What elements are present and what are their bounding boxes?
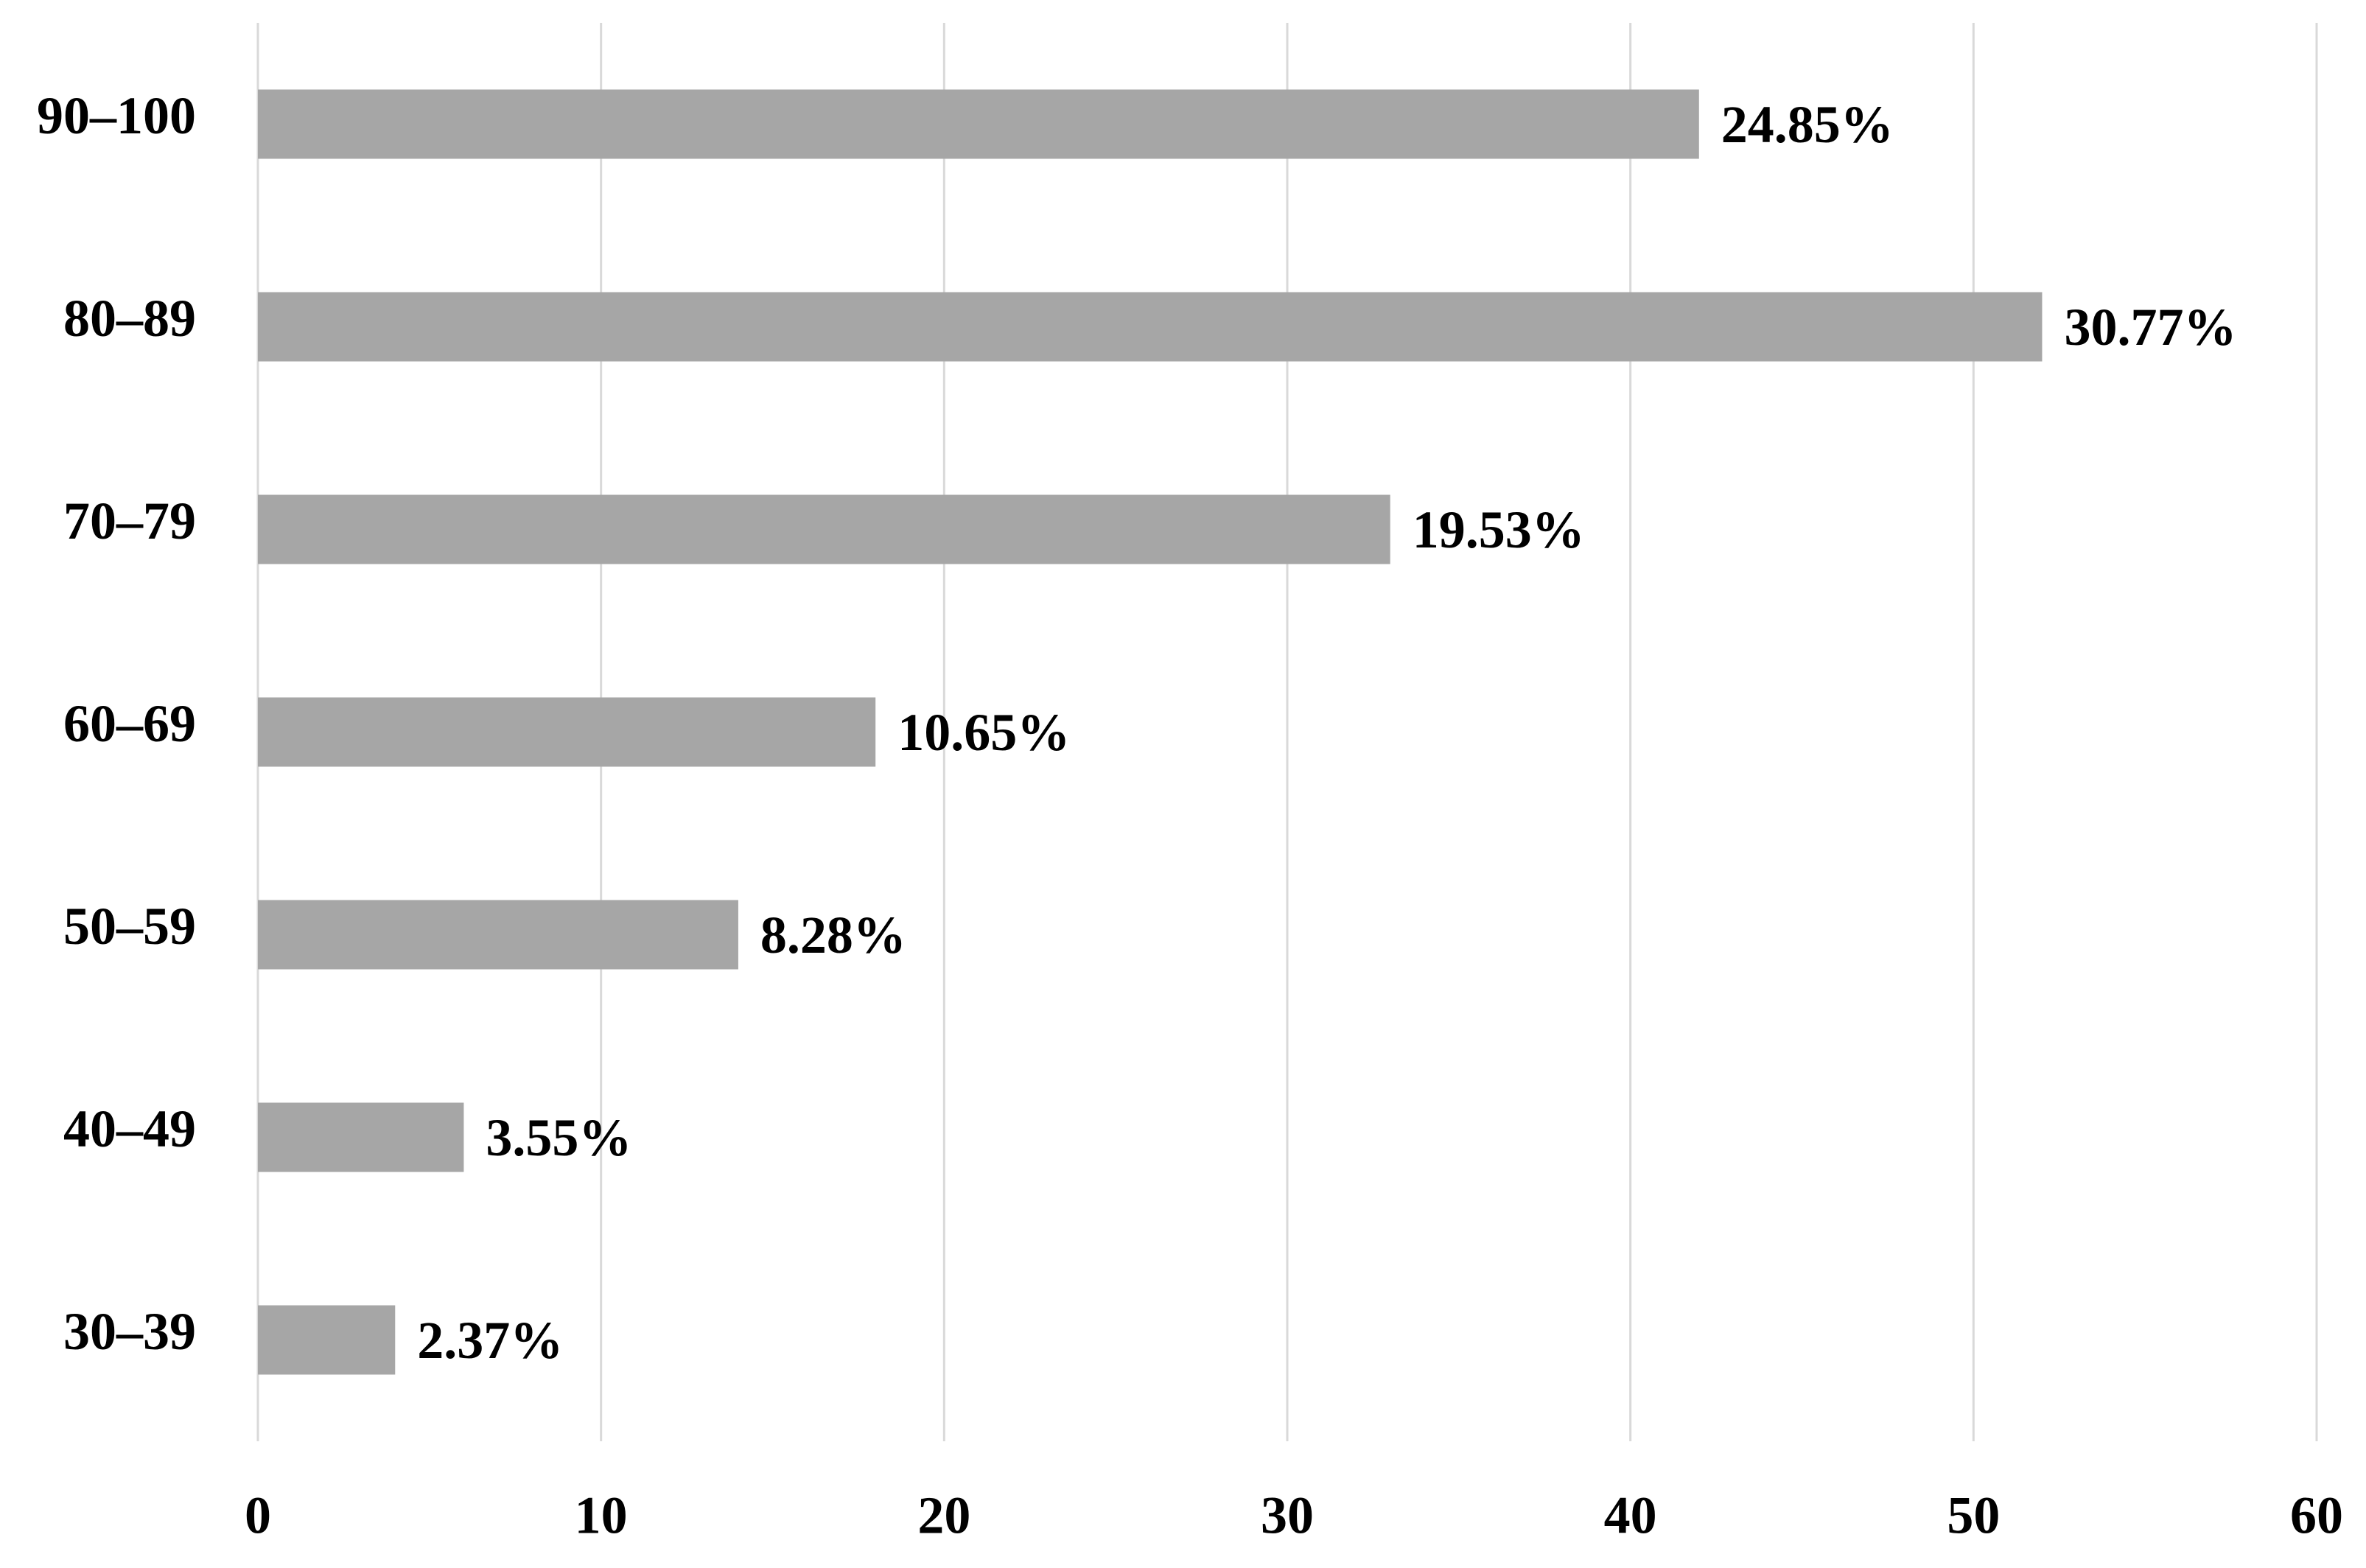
x-tick-label: 10 xyxy=(575,1486,628,1545)
bar xyxy=(258,1102,464,1172)
bar-annotation: 8.28% xyxy=(760,906,906,965)
x-tick-label: 50 xyxy=(1947,1486,2000,1545)
bar xyxy=(258,1305,396,1375)
x-tick-label: 20 xyxy=(917,1486,970,1545)
bar-annotation: 30.77% xyxy=(2064,298,2236,357)
y-tick-label: 70–79 xyxy=(63,491,196,550)
y-tick-label: 60–69 xyxy=(63,694,196,753)
bar-annotation: 2.37% xyxy=(417,1311,563,1370)
y-tick-label: 80–89 xyxy=(63,289,196,348)
x-tick-label: 60 xyxy=(2290,1486,2343,1545)
y-tick-label: 90–100 xyxy=(37,86,196,145)
bar-annotation: 3.55% xyxy=(486,1108,631,1167)
bar-annotation: 10.65% xyxy=(897,703,1070,762)
y-tick-label: 40–49 xyxy=(63,1099,196,1158)
bar xyxy=(258,494,1390,564)
bar-annotation: 24.85% xyxy=(1721,95,1894,154)
x-tick-label: 30 xyxy=(1261,1486,1314,1545)
x-tick-label: 40 xyxy=(1604,1486,1657,1545)
bar xyxy=(258,900,738,970)
x-tick-label: 0 xyxy=(245,1486,271,1545)
y-tick-label: 50–59 xyxy=(63,897,196,956)
bar xyxy=(258,292,2043,362)
bar xyxy=(258,89,1699,159)
bar-annotation: 19.53% xyxy=(1413,500,1585,559)
y-tick-label: 30–39 xyxy=(63,1302,196,1361)
bar xyxy=(258,697,876,767)
